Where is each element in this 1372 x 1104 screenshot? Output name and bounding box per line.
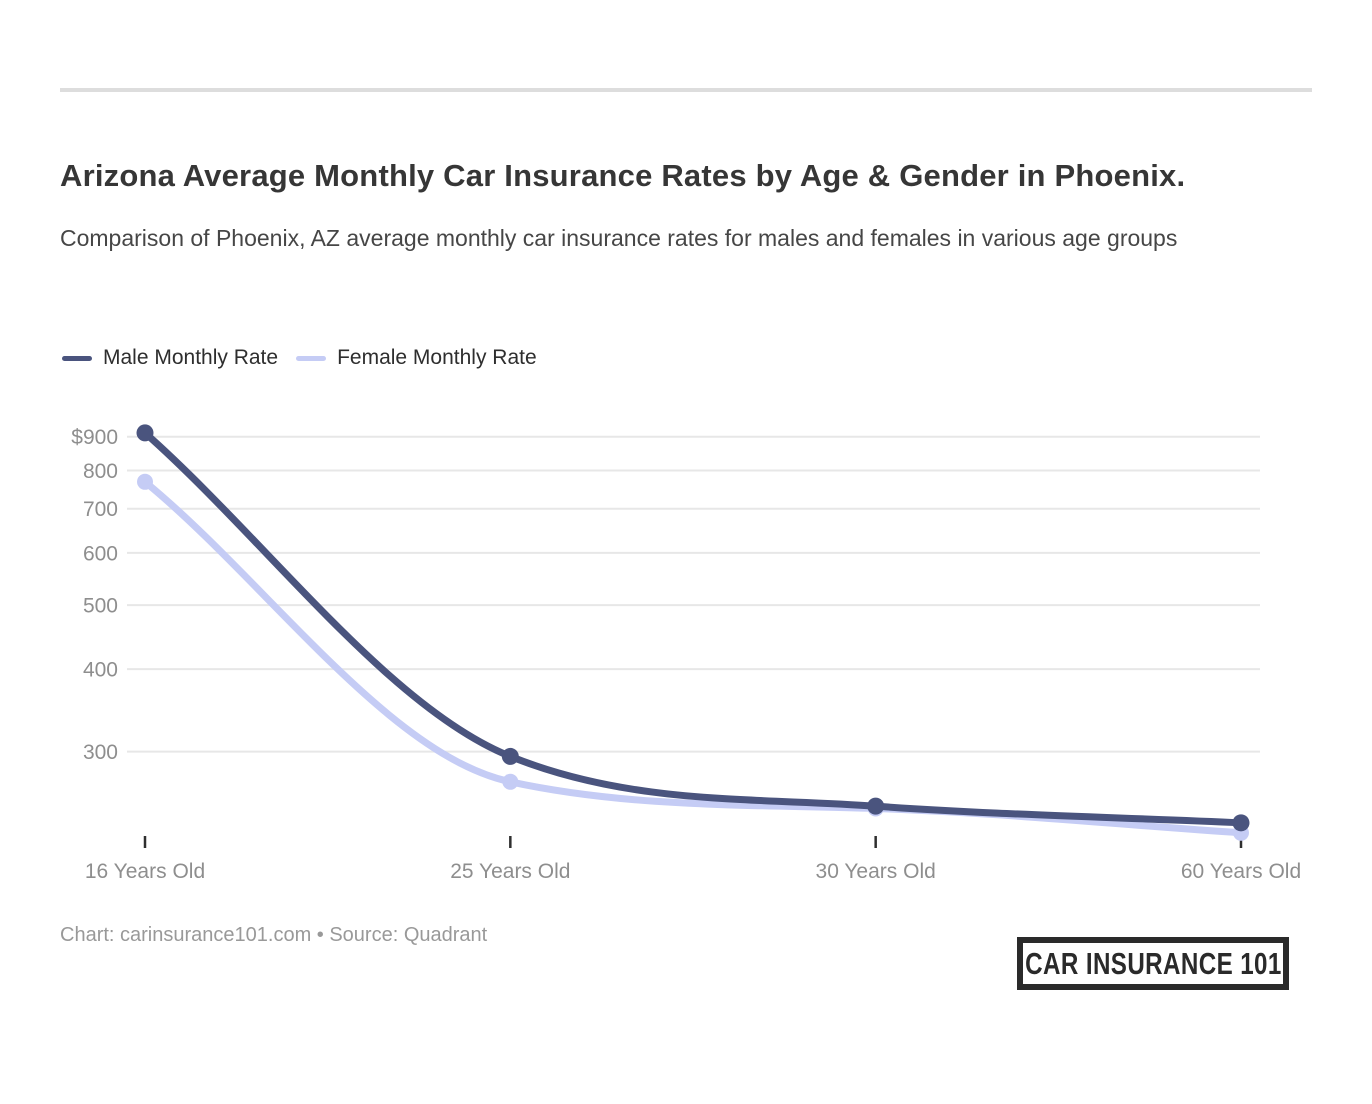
logo-text: CAR INSURANCE 101: [1024, 945, 1282, 981]
male-line-swatch: [62, 355, 92, 361]
car-insurance-101-logo: CAR INSURANCE 101: [1017, 937, 1289, 990]
y-axis-tick-label: 500: [83, 595, 118, 618]
chart-title: Arizona Average Monthly Car Insurance Ra…: [60, 158, 1186, 193]
female-line-swatch: [296, 355, 327, 361]
male-rate-point: [867, 797, 885, 815]
x-axis-tick-label: 16 Years Old: [85, 860, 205, 883]
y-axis-tick-label: $900: [71, 426, 118, 449]
top-divider: [60, 88, 1312, 92]
male-rate-point: [136, 424, 154, 442]
chart-subtitle: Comparison of Phoenix, AZ average monthl…: [60, 225, 1178, 251]
x-axis-tick-label: 25 Years Old: [450, 860, 570, 883]
male-rate-line: [141, 429, 1245, 827]
female-rate-point: [502, 773, 519, 790]
y-axis-tick-label: 700: [83, 498, 118, 521]
y-axis-tick-label: 800: [83, 460, 118, 483]
legend-label-male: Male Monthly Rate: [103, 346, 279, 369]
x-axis-tick-label: 30 Years Old: [816, 860, 936, 883]
female-rate-line: [141, 478, 1245, 837]
male-rate-point: [501, 747, 519, 765]
female-rate-point: [137, 473, 153, 490]
footer-credit: Chart: carinsurance101.com • Source: Qua…: [60, 924, 488, 946]
y-axis-tick-label: 300: [83, 741, 118, 764]
legend-label-female: Female Monthly Rate: [337, 346, 537, 369]
x-axis-tick-label: 60 Years Old: [1181, 860, 1301, 883]
legend: Male Monthly Rate Female Monthly Rate: [62, 346, 537, 370]
y-axis-tick-label: 600: [83, 542, 118, 565]
y-axis-tick-label: 400: [83, 659, 118, 682]
male-rate-point: [1232, 814, 1250, 832]
legend-item-male: Male Monthly Rate: [62, 346, 278, 370]
legend-item-female: Female Monthly Rate: [296, 346, 537, 370]
